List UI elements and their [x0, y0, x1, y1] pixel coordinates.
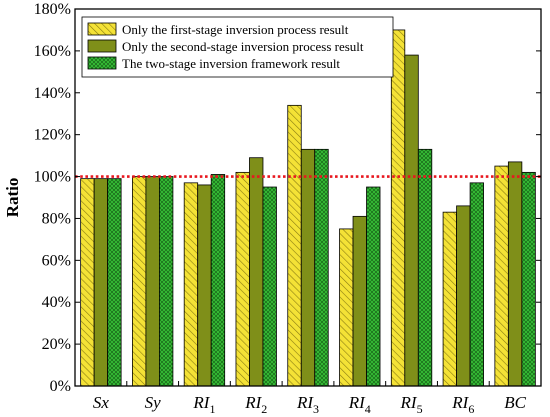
y-tick-label: 180%	[34, 1, 71, 18]
x-tick-label: RI3	[296, 393, 319, 416]
x-tick-label: Sx	[93, 393, 110, 412]
bars	[80, 29, 536, 387]
bar-2-ri5	[404, 54, 419, 387]
bar-3-sx	[107, 178, 122, 387]
y-tick-label: 20%	[42, 336, 71, 353]
bar-3-sy	[159, 176, 174, 387]
x-tick-label: RI2	[244, 393, 267, 416]
x-tick-label: RI4	[348, 393, 371, 416]
y-tick-label: 40%	[42, 294, 71, 311]
bar-2-ri2	[249, 157, 264, 387]
bar-3-ri4	[366, 186, 381, 387]
y-tick-label: 60%	[42, 252, 71, 269]
bar-1-sx	[80, 178, 95, 387]
y-axis-label: Ratio	[3, 178, 22, 218]
x-tick-label: Sy	[145, 393, 162, 412]
y-tick-label: 140%	[34, 85, 71, 102]
bar-1-bc	[494, 165, 509, 387]
bar-1-sy	[132, 176, 147, 387]
x-tick-label: RI5	[400, 393, 423, 416]
bar-2-ri1	[197, 184, 212, 387]
bar-2-ri3	[300, 148, 316, 387]
legend-label-1: Only the first-stage inversion process r…	[122, 22, 349, 37]
bar-1-ri3	[287, 104, 302, 387]
axes	[74, 8, 542, 387]
bar-2-ri4	[352, 215, 367, 387]
legend-swatch-2	[87, 39, 117, 53]
y-tick-label: 160%	[34, 43, 71, 60]
bar-2-sx	[93, 178, 109, 387]
bar-2-sy	[145, 176, 160, 387]
bar-3-bc	[521, 171, 536, 387]
plot-frame	[74, 8, 542, 387]
x-axis-ticks: Sx Sy RI1 RI2 RI3 RI4 RI5 RI6 BC	[93, 381, 527, 416]
legend-swatch-1	[87, 22, 117, 36]
legend-box	[81, 16, 394, 78]
x-tick-label: BC	[504, 393, 526, 412]
bar-3-ri3	[314, 148, 329, 387]
bar-3-ri5	[417, 148, 433, 387]
legend: Only the first-stage inversion process r…	[81, 16, 394, 78]
bar-1-ri5	[390, 29, 406, 387]
x-tick-label: RI6	[451, 393, 474, 416]
y-tick-label: 0%	[50, 378, 71, 395]
bar-1-ri6	[442, 211, 457, 387]
y-tick-label: 80%	[42, 210, 71, 227]
bar-3-ri1	[210, 174, 226, 387]
bar-3-ri2	[262, 186, 277, 387]
legend-swatch-3	[87, 56, 117, 70]
y-tick-label: 100%	[34, 169, 71, 186]
y-axis-ticks: 0% 20% 40% 60% 80% 100% 120% 140% 160% 180%	[34, 1, 541, 395]
bar-3-ri6	[469, 182, 484, 387]
legend-label-2: Only the second-stage inversion process …	[122, 39, 364, 54]
bar-2-bc	[507, 161, 523, 387]
legend-label-3: The two-stage inversion framework result	[122, 56, 340, 71]
bar-1-ri1	[183, 182, 199, 387]
bar-2-ri6	[456, 205, 471, 387]
bar-1-ri2	[235, 171, 250, 387]
y-tick-label: 120%	[34, 127, 71, 144]
x-tick-label: RI1	[192, 393, 215, 416]
bar-1-ri4	[339, 228, 354, 387]
